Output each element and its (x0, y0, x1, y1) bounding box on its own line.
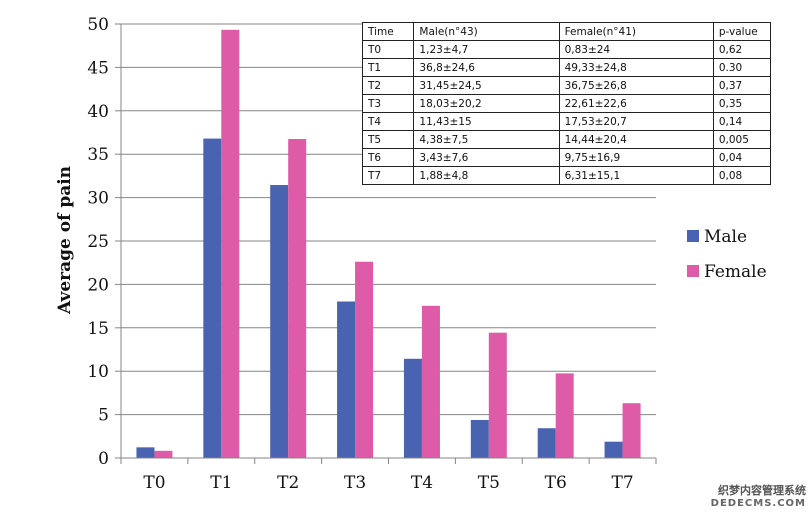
bar-male-t0 (136, 447, 155, 458)
y-axis-title: Average of pain (55, 166, 75, 315)
table-cell: 49,33±24,8 (558, 58, 714, 77)
table-row: T0 1,23±4,7 0,83±24 0,62 (361, 40, 772, 59)
y-tick-label: 15 (87, 319, 109, 339)
bar-female-t2 (288, 139, 307, 458)
bar-female-t4 (421, 305, 440, 458)
table-cell: 18,03±20,2 (413, 94, 560, 113)
table-cell: T1 (361, 58, 415, 77)
table-cell: T3 (361, 94, 415, 113)
bar-female-t0 (154, 450, 173, 458)
table-row: T2 31,45±24,5 36,75±26,8 0,37 (361, 76, 772, 95)
table-cell: 31,45±24,5 (413, 76, 560, 95)
x-tick-label: T1 (210, 473, 232, 493)
table-cell: T6 (361, 148, 415, 167)
bar-female-t6 (555, 373, 574, 458)
table-row: T1 36,8±24,6 49,33±24,8 0.30 (361, 58, 772, 77)
x-tick-label: T4 (411, 473, 433, 493)
legend: Male Female (687, 227, 767, 282)
legend-label-male: Male (704, 227, 747, 247)
watermark-line-2: DEDECMS.COM (710, 498, 806, 509)
watermark-line-1: 织梦内容管理系统 (718, 484, 806, 497)
table-cell: 14,44±20,4 (558, 130, 714, 149)
legend-label-female: Female (704, 262, 767, 282)
y-tick-label: 10 (87, 362, 109, 382)
table-row: T5 4,38±7,5 14,44±20,4 0,005 (361, 130, 772, 149)
bar-male-t6 (537, 428, 556, 458)
table-cell: T5 (361, 130, 415, 149)
table-cell: 0,005 (712, 130, 772, 149)
bar-male-t1 (203, 138, 222, 459)
table-row: T6 3,43±7,6 9,75±16,9 0,04 (361, 148, 772, 167)
table-cell: 1,23±4,7 (413, 40, 560, 59)
table-cell: 0,04 (712, 148, 772, 167)
table-cell: 17,53±20,7 (558, 112, 714, 131)
y-tick-label: 45 (87, 58, 109, 78)
table-cell: 4,38±7,5 (413, 130, 560, 149)
legend-swatch-male (687, 230, 699, 242)
table-header-row: Time Male(n°43) Female(n°41) p-value (361, 22, 772, 41)
y-tick-label: 0 (98, 449, 109, 469)
table-cell: T0 (361, 40, 415, 59)
table-cell: 1,88±4,8 (413, 166, 560, 185)
bar-male-t7 (604, 441, 623, 458)
y-tick-label: 5 (98, 406, 109, 426)
y-tick-label: 25 (87, 232, 109, 252)
table-cell: 0,62 (712, 40, 772, 59)
table-cell: T2 (361, 76, 415, 95)
bar-female-t5 (488, 332, 507, 458)
table-cell: T4 (361, 112, 415, 131)
x-tick-label: T5 (478, 473, 500, 493)
bar-male-t4 (403, 358, 422, 458)
header-cell-male: Male(n°43) (413, 22, 560, 41)
table-cell: 0,37 (712, 76, 772, 95)
bars (136, 29, 641, 459)
bar-male-t2 (270, 185, 289, 458)
y-tick-label: 35 (87, 145, 109, 165)
table-cell: 0,08 (712, 166, 772, 185)
legend-swatch-female (687, 265, 699, 277)
table-cell: 11,43±15 (413, 112, 560, 131)
header-cell-time: Time (361, 22, 415, 41)
table-cell: 9,75±16,9 (558, 148, 714, 167)
table-cell: 3,43±7,6 (413, 148, 560, 167)
y-tick-label: 30 (87, 189, 109, 209)
watermark: 织梦内容管理系统 DEDECMS.COM (711, 482, 806, 509)
header-cell-p-value: p-value (712, 22, 772, 41)
table-row: T3 18,03±20,2 22,61±22,6 0,35 (361, 94, 772, 113)
table-cell: 0,35 (712, 94, 772, 113)
bar-female-t3 (355, 261, 374, 458)
table-cell: 0,14 (712, 112, 772, 131)
bar-male-t3 (337, 301, 356, 458)
x-tick-label: T0 (143, 473, 165, 493)
y-tick-label: 40 (87, 102, 109, 122)
bar-male-t5 (470, 419, 489, 458)
x-tick-label: T7 (611, 473, 633, 493)
y-tick-label: 50 (87, 15, 109, 35)
table-cell: 36,8±24,6 (413, 58, 560, 77)
table-cell: 22,61±22,6 (558, 94, 714, 113)
table-cell: T7 (361, 166, 415, 185)
table-cell: 6,31±15,1 (558, 166, 714, 185)
x-tick-label: T2 (277, 473, 299, 493)
table-cell: 0,83±24 (558, 40, 714, 59)
y-tick-label: 20 (87, 275, 109, 295)
header-cell-female: Female(n°41) (558, 22, 714, 41)
table-row: T7 1,88±4,8 6,31±15,1 0,08 (361, 166, 772, 185)
bar-female-t1 (221, 29, 240, 458)
table-cell: 36,75±26,8 (558, 76, 714, 95)
bar-female-t7 (622, 403, 641, 458)
x-tick-label: T3 (344, 473, 366, 493)
x-tick-label: T6 (545, 473, 567, 493)
table-cell: 0.30 (712, 58, 772, 77)
table-row: T4 11,43±15 17,53±20,7 0,14 (361, 112, 772, 131)
statistics-table: Time Male(n°43) Female(n°41) p-value T0 1… (361, 22, 772, 185)
